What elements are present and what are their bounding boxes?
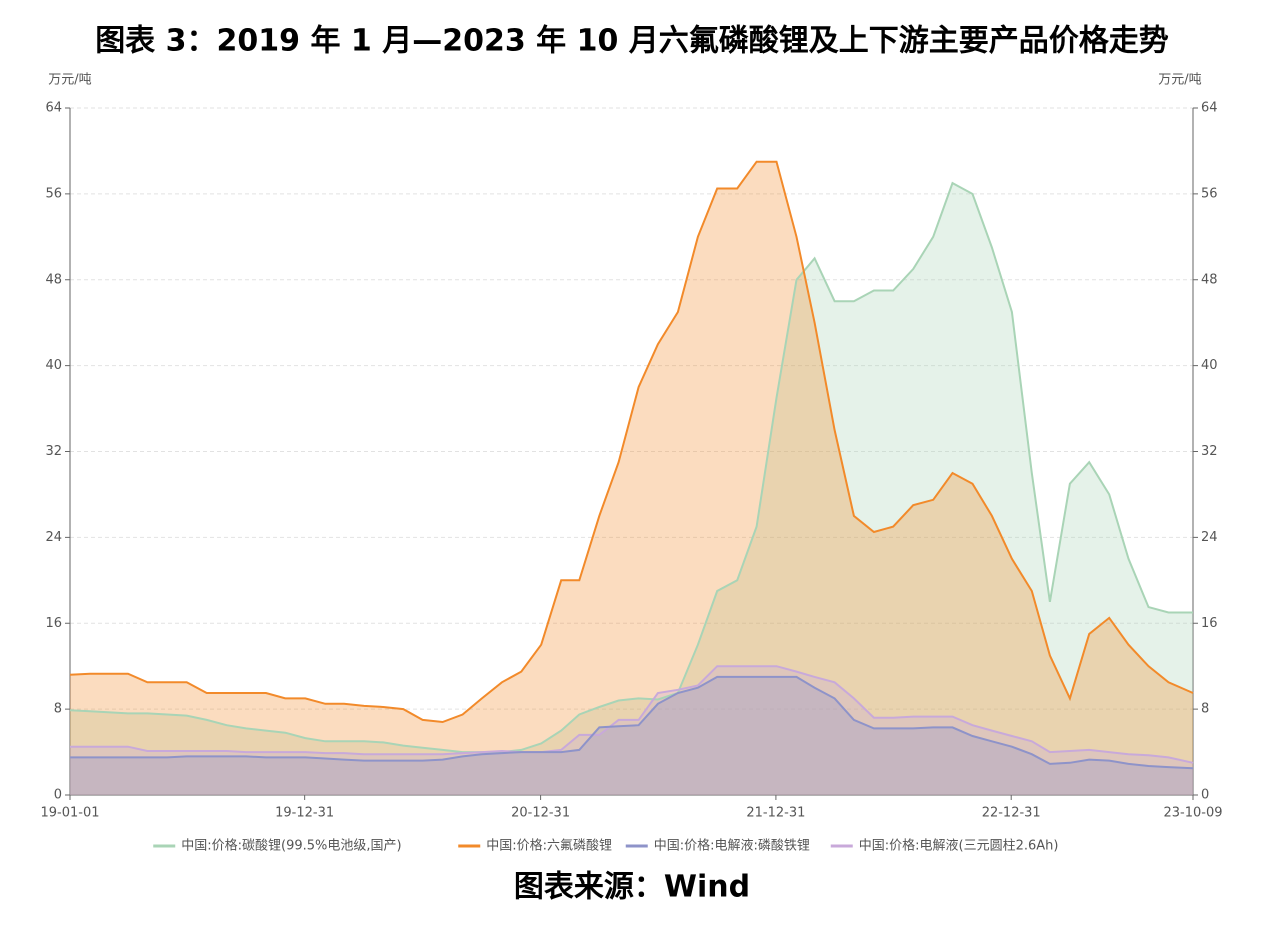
x-tick-label: 20-12-31: [511, 806, 570, 821]
x-tick-label: 22-12-31: [982, 806, 1041, 821]
x-tick-label: 19-01-01: [40, 806, 99, 821]
y2-tick-label: 32: [1201, 444, 1218, 459]
y2-tick-label: 40: [1201, 358, 1218, 373]
y-tick-label: 8: [54, 702, 62, 717]
legend-label: 中国:价格:电解液(三元圆柱2.6Ah): [859, 838, 1059, 854]
source: 图表来源：Wind: [514, 870, 750, 905]
y2-tick-label: 56: [1201, 186, 1218, 201]
y-axis-unit: 万元/吨: [48, 73, 91, 88]
x-tick-label: 23-10-09: [1163, 806, 1222, 821]
y-tick-label: 56: [45, 186, 62, 201]
legend-label: 中国:价格:电解液:磷酸铁锂: [654, 838, 810, 854]
series-line: [69, 160, 1194, 724]
y2-axis-unit: 万元/吨: [1158, 73, 1201, 88]
legend-label: 中国:价格:六氟磷酸锂: [486, 838, 612, 854]
y-tick-label: 0: [54, 788, 62, 803]
y-tick-label: 24: [45, 530, 62, 545]
y2-tick-label: 0: [1201, 788, 1209, 803]
x-tick-label: 19-12-31: [275, 806, 334, 821]
chart-title: 图表 3：2019 年 1 月—2023 年 10 月六氟磷酸锂及上下游主要产品…: [95, 24, 1169, 59]
legend-label: 中国:价格:碳酸锂(99.5%电池级,国产): [181, 838, 401, 854]
series-area: [70, 666, 1193, 795]
series-area: [70, 161, 1193, 795]
y-tick-label: 40: [45, 358, 62, 373]
y-tick-label: 64: [45, 101, 62, 116]
y2-tick-label: 64: [1201, 101, 1218, 116]
series-area: [70, 183, 1193, 796]
y-tick-label: 32: [45, 444, 62, 459]
y-tick-label: 48: [45, 272, 62, 287]
y2-tick-label: 8: [1201, 702, 1209, 717]
series-line: [70, 665, 1194, 764]
y2-tick-label: 24: [1201, 530, 1218, 545]
y2-tick-label: 16: [1201, 616, 1218, 631]
y-tick-label: 16: [45, 616, 62, 631]
y2-tick-label: 48: [1201, 272, 1218, 287]
x-tick-label: 21-12-31: [746, 806, 805, 821]
series-line: [69, 181, 1193, 754]
series-line: [70, 675, 1194, 770]
series-area: [70, 676, 1193, 795]
